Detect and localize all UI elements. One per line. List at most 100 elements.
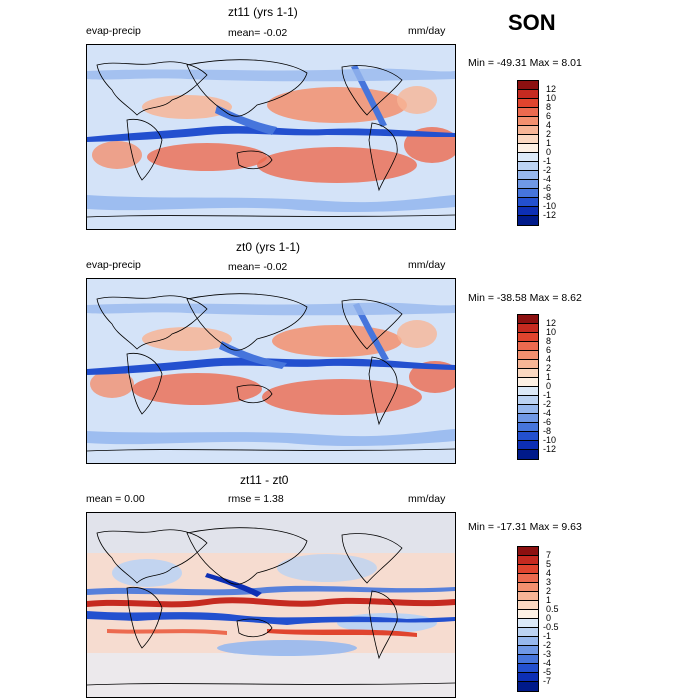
panel2-swatch	[518, 432, 538, 441]
panel3-map	[86, 512, 456, 698]
panel1-swatch	[518, 117, 538, 126]
panel3-tick: 0.5	[546, 604, 559, 614]
panel2-swatch	[518, 414, 538, 423]
panel1-swatch	[518, 171, 538, 180]
panel3-tick: -0.5	[543, 622, 559, 632]
panel1-swatch	[518, 81, 538, 90]
panel3-swatch	[518, 628, 538, 637]
panel2-swatch	[518, 441, 538, 450]
panel1-swatch	[518, 108, 538, 117]
panel3-swatch	[518, 619, 538, 628]
panel3-swatch	[518, 664, 538, 673]
panel1-swatch	[518, 207, 538, 216]
panel3-swatch	[518, 610, 538, 619]
panel2-swatch	[518, 351, 538, 360]
panel2-tick: 0	[546, 381, 552, 391]
panel1-map	[86, 44, 456, 230]
panel3-rmse-label: rmse = 1.38	[228, 493, 284, 505]
panel3-tick: 3	[546, 577, 552, 587]
panel2-swatch	[518, 342, 538, 351]
panel2-swatch	[518, 324, 538, 333]
panel2-swatch	[518, 423, 538, 432]
panel2-swatch	[518, 405, 538, 414]
panel1-tick: -1	[543, 156, 552, 166]
panel1-tick: -12	[543, 210, 557, 220]
panel3-min-max: Min = -17.31 Max = 9.63	[468, 521, 582, 533]
panel2-title: zt0 (yrs 1-1)	[236, 240, 301, 254]
panel1-title: zt11 (yrs 1-1)	[228, 5, 298, 19]
panel3-unit-label: mm/day	[408, 493, 446, 505]
panel2-tick: -4	[543, 408, 552, 418]
panel1-colorbar	[517, 80, 539, 226]
panel3-tick: -1	[543, 631, 552, 641]
panel2-tick: 10	[546, 327, 557, 337]
panel3-tick: 7	[546, 550, 552, 560]
panel1-tick: 2	[546, 129, 552, 139]
panel2-swatch	[518, 360, 538, 369]
season-label: SON	[508, 10, 556, 35]
panel2-tick: -6	[543, 417, 552, 427]
panel1-tick: 10	[546, 93, 557, 103]
panel2-colorbar	[517, 314, 539, 460]
panel3-mean-label: mean = 0.00	[86, 493, 145, 505]
panel1-field-label: evap-precip	[86, 25, 141, 37]
panel3-colorbar	[517, 546, 539, 692]
panel1-swatch	[518, 153, 538, 162]
panel3-swatch	[518, 655, 538, 664]
panel2-map	[86, 278, 456, 464]
panel2-tick: -8	[543, 426, 552, 436]
panel2-unit-label: mm/day	[408, 259, 446, 271]
panel2-swatch	[518, 369, 538, 378]
panel1-swatch	[518, 99, 538, 108]
panel1-tick: -6	[543, 183, 552, 193]
panel2-swatch	[518, 450, 538, 459]
panel3-tick: -2	[543, 640, 552, 650]
panel3-swatch	[518, 592, 538, 601]
panel3-swatch	[518, 601, 538, 610]
panel1-swatch	[518, 162, 538, 171]
panel1-unit-label: mm/day	[408, 25, 446, 37]
panel2-field-label: evap-precip	[86, 259, 141, 271]
panel3-tick: -3	[543, 649, 552, 659]
panel3-swatch	[518, 637, 538, 646]
panel1-tick: -2	[543, 165, 552, 175]
panel2-tick: 1	[546, 372, 552, 382]
panel1-tick: 12	[546, 84, 557, 94]
panel1-swatch	[518, 126, 538, 135]
panel3-tick: 4	[546, 568, 552, 578]
panel3-tick: 2	[546, 586, 552, 596]
panel1-tick: 8	[546, 102, 552, 112]
panel1-swatch	[518, 135, 538, 144]
panel2-mean-label: mean= -0.02	[228, 261, 288, 273]
panel3-swatch	[518, 565, 538, 574]
panel1-mean-label: mean= -0.02	[228, 27, 288, 39]
panel1-tick: 1	[546, 138, 552, 148]
panel2-tick: -1	[543, 390, 552, 400]
panel3-swatch	[518, 556, 538, 565]
panel3-tick: 1	[546, 595, 552, 605]
panel3-swatch	[518, 673, 538, 682]
panel3-tick: 5	[546, 559, 552, 569]
panel2-tick: 12	[546, 318, 557, 328]
panel2-swatch	[518, 333, 538, 342]
panel1-swatch	[518, 144, 538, 153]
panel3-tick: -5	[543, 667, 552, 677]
panel3-map-svg	[87, 513, 455, 697]
panel1-swatch	[518, 216, 538, 225]
panel3-tick: -7	[543, 676, 552, 686]
panel2-tick: 6	[546, 345, 552, 355]
panel1-min-max: Min = -49.31 Max = 8.01	[468, 57, 582, 69]
panel2-min-max: Min = -38.58 Max = 8.62	[468, 292, 582, 304]
panel3-swatch	[518, 682, 538, 691]
panel2-swatch	[518, 315, 538, 324]
panel2-swatch	[518, 396, 538, 405]
panel2-tick: -2	[543, 399, 552, 409]
panel2-tick: 2	[546, 363, 552, 373]
panel2-swatch	[518, 387, 538, 396]
panel2-map-svg	[87, 279, 455, 463]
panel1-swatch	[518, 198, 538, 207]
panel1-swatch	[518, 90, 538, 99]
panel2-tick: -12	[543, 444, 557, 454]
panel3-swatch	[518, 583, 538, 592]
panel1-tick: 4	[546, 120, 552, 130]
